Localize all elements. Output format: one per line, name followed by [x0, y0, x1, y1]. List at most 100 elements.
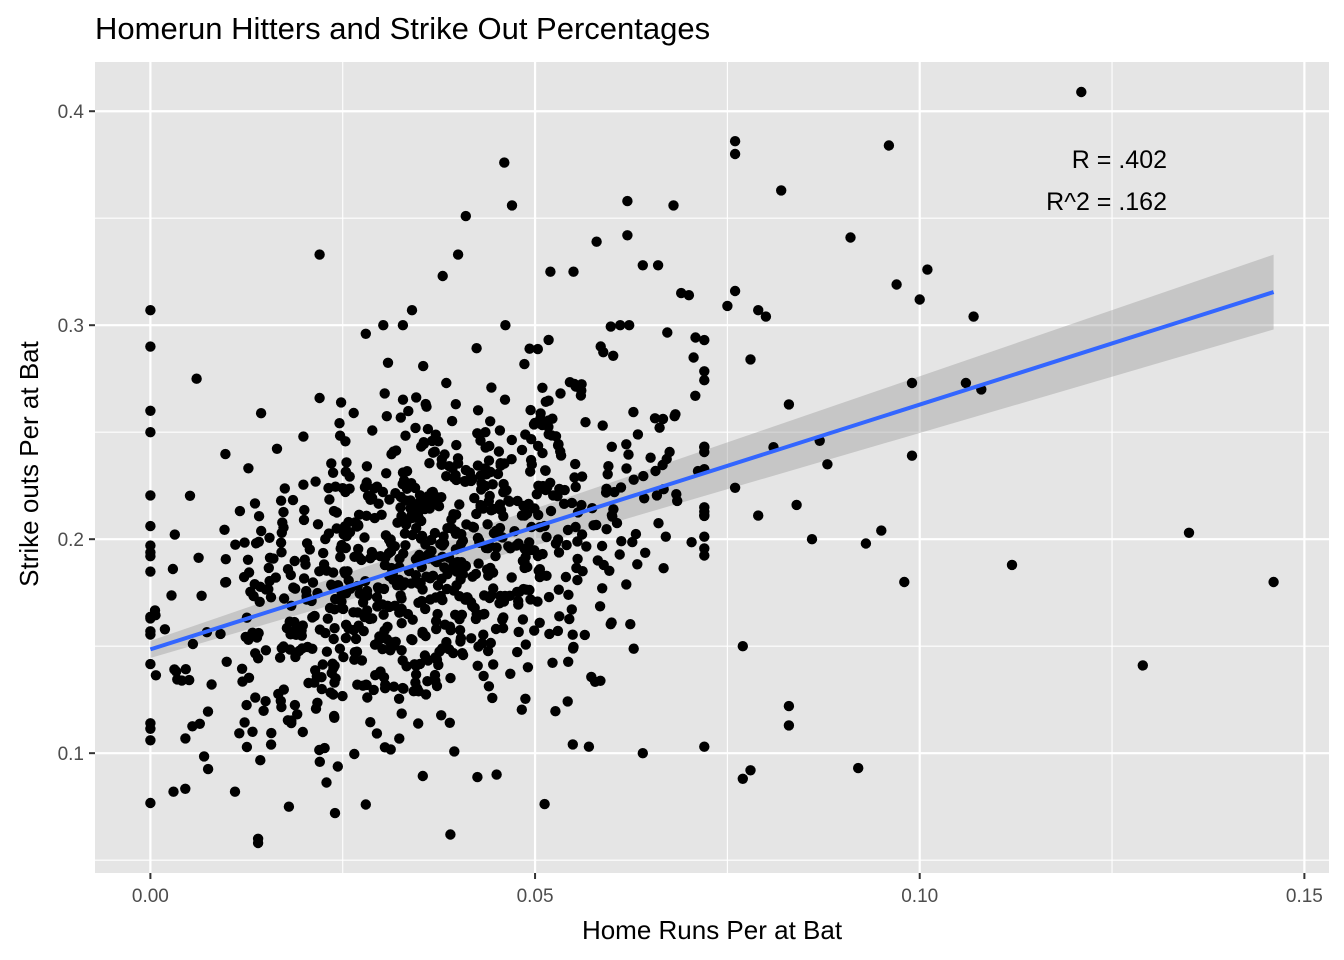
y-axis: 0.1 0.2 0.3 0.4 [58, 102, 95, 765]
data-point [397, 394, 409, 405]
data-point [166, 590, 177, 601]
data-point [640, 547, 651, 558]
data-point [446, 415, 458, 427]
data-point [234, 505, 246, 517]
data-point [418, 360, 429, 372]
data-point [437, 594, 448, 606]
data-point [168, 786, 179, 797]
data-point [475, 435, 486, 446]
data-point [362, 692, 373, 703]
data-point [466, 633, 477, 644]
data-point [498, 612, 509, 623]
data-point [400, 495, 411, 506]
data-point [1006, 559, 1018, 571]
data-point [444, 621, 456, 632]
data-point [615, 482, 627, 493]
data-point [822, 459, 833, 470]
data-point [379, 388, 390, 399]
data-point [260, 696, 271, 707]
data-point [373, 583, 384, 594]
data-point [288, 582, 299, 593]
data-point [400, 430, 411, 441]
data-point [664, 446, 675, 458]
data-point [572, 553, 583, 565]
data-point [571, 562, 582, 574]
data-point [411, 392, 422, 403]
data-points [145, 86, 1279, 849]
data-point [519, 358, 530, 370]
data-point [482, 543, 494, 554]
data-point [249, 498, 261, 509]
data-point [460, 560, 471, 571]
data-point [371, 592, 383, 603]
data-point [484, 592, 495, 604]
data-point [543, 334, 554, 346]
data-point [658, 563, 669, 574]
data-point [621, 579, 632, 590]
data-point [532, 343, 543, 355]
data-point [420, 603, 431, 615]
data-point [960, 377, 972, 389]
data-point [322, 613, 333, 624]
data-point [545, 266, 556, 277]
data-point [596, 540, 608, 552]
data-point [480, 427, 491, 438]
data-point [276, 547, 287, 558]
data-point [397, 320, 409, 331]
data-point [699, 366, 710, 377]
data-point [253, 627, 264, 639]
data-point [506, 434, 517, 446]
data-point [243, 672, 255, 683]
data-point [606, 441, 617, 452]
data-point [558, 498, 570, 509]
data-point [341, 530, 353, 541]
data-point [614, 549, 625, 560]
data-point [145, 341, 156, 352]
data-point [310, 703, 322, 714]
data-point [302, 641, 313, 653]
data-point [442, 523, 453, 534]
data-point [525, 594, 536, 605]
data-point [348, 407, 359, 419]
data-point [737, 773, 748, 784]
data-point [236, 663, 248, 674]
data-point [580, 417, 591, 428]
data-point [672, 495, 683, 507]
data-point [396, 618, 407, 629]
data-point [399, 528, 411, 539]
data-point [234, 728, 245, 739]
data-point [314, 249, 325, 260]
data-point [529, 625, 540, 636]
data-point [437, 270, 448, 282]
data-point [321, 777, 332, 788]
data-point [426, 534, 437, 546]
data-point [275, 537, 287, 548]
data-point [441, 377, 452, 389]
data-point [264, 532, 275, 543]
data-point [601, 524, 612, 535]
data-point [454, 499, 465, 510]
data-point [349, 551, 360, 562]
data-point [699, 509, 710, 521]
data-point [498, 487, 509, 498]
y-tick-label: 0.3 [58, 316, 84, 337]
major-gridlines [95, 62, 1329, 873]
data-point [553, 547, 565, 558]
data-point [327, 467, 339, 478]
data-point [491, 769, 502, 780]
data-point [219, 524, 230, 535]
data-point [570, 521, 581, 533]
data-point [252, 653, 264, 664]
data-point [468, 522, 480, 533]
data-point [522, 662, 534, 673]
data-point [433, 501, 445, 512]
data-point [145, 613, 156, 624]
data-point [332, 761, 343, 772]
data-point [335, 543, 346, 554]
plot-panel [95, 62, 1329, 873]
data-point [600, 487, 612, 498]
data-point [560, 571, 572, 583]
data-point [525, 404, 536, 416]
data-point [639, 493, 650, 504]
